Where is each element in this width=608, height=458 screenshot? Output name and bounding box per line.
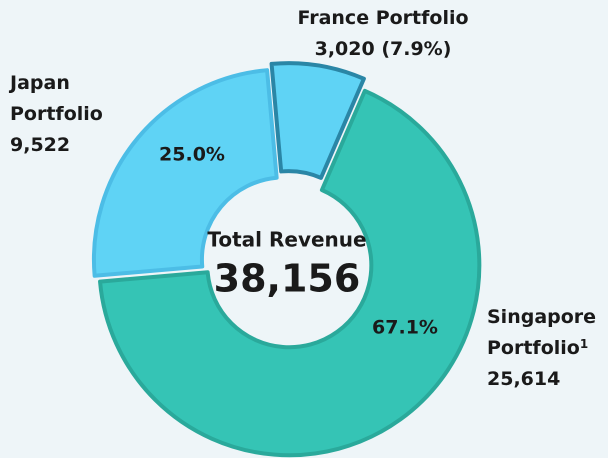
pct-label: 25.0%: [159, 144, 225, 166]
name: Japan Portfolio: [10, 72, 103, 125]
name: Singapore Portfolio: [487, 306, 597, 359]
name: France Portfolio: [297, 7, 469, 29]
japan-label: Japan Portfolio 9,522: [10, 68, 128, 161]
france-label: France Portfolio 3,020 (7.9%): [278, 3, 488, 65]
footnote: 1: [579, 337, 589, 351]
pct-label: 67.1%: [372, 317, 438, 339]
value: 3,020: [314, 38, 375, 60]
pct: (7.9%): [381, 38, 452, 60]
singapore-label: Singapore Portfolio1 25,614: [487, 302, 608, 395]
value: 9,522: [10, 134, 71, 156]
value-line: 3,020 (7.9%): [278, 34, 488, 65]
center-title: Total Revenue: [207, 228, 366, 252]
slice: [269, 61, 366, 180]
slice: [98, 88, 482, 458]
name-line: Singapore Portfolio1: [487, 302, 608, 364]
slice: [91, 68, 279, 278]
total: 38,156: [214, 257, 361, 301]
value: 25,614: [487, 368, 561, 390]
